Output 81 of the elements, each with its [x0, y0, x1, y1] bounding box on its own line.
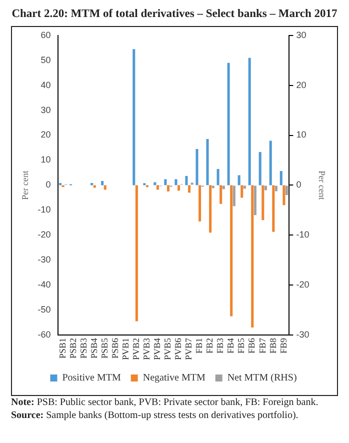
bar	[132, 49, 136, 186]
y2-tick-label: 0	[296, 180, 302, 190]
bar	[188, 185, 191, 193]
x-tick-label: FB2	[204, 338, 215, 354]
bar	[164, 179, 167, 186]
x-tick-label: FB7	[257, 338, 268, 354]
bar	[282, 185, 286, 206]
x-tick-label: PSB5	[99, 337, 110, 359]
bar	[156, 185, 159, 190]
bar	[177, 185, 180, 191]
bar	[272, 185, 275, 232]
y-tick-label: 30	[40, 104, 51, 115]
bar	[262, 185, 264, 220]
bar	[251, 185, 254, 328]
x-tick-label: PVB5	[162, 338, 173, 360]
y-tick-label: 50	[40, 54, 51, 65]
y-tick-label: 0	[46, 180, 51, 190]
y2-tick-label: 30	[296, 30, 306, 40]
x-tick-label: PSB4	[88, 337, 99, 359]
x-tick-label: FB4	[226, 338, 236, 354]
y-tick-label: 20	[40, 130, 51, 140]
bar	[196, 148, 198, 186]
x-tick-label: PVB6	[173, 338, 184, 360]
y-tick-label: -10	[38, 204, 51, 215]
bar	[258, 152, 262, 186]
x-tick-label: PSB6	[110, 337, 120, 359]
bar	[174, 179, 178, 186]
y-tick-label: -60	[38, 329, 51, 340]
y2-tick-label: -10	[296, 230, 310, 240]
bar	[154, 182, 156, 186]
bar	[185, 176, 188, 186]
x-tick-label: PSB1	[57, 338, 68, 359]
bar	[238, 175, 240, 186]
bar	[269, 140, 272, 186]
y2-tick-label: 10	[296, 130, 306, 140]
x-tick-label: PSB3	[78, 337, 88, 359]
legend-label: Negative MTM	[142, 372, 206, 384]
text: Note: PSB: Public sector bank, PVB: Private sector bank, FB: Foreign bank.	[11, 397, 318, 408]
source-note: Source: Sample banks (Bottom-up stress tests on derivatives portfolio).	[11, 410, 298, 421]
bar	[248, 58, 251, 186]
bar	[280, 170, 282, 186]
bar	[206, 139, 209, 186]
x-tick-label: PVB3	[142, 338, 152, 360]
x-tick-label: PSB2	[68, 338, 78, 359]
y-tick-label: 60	[40, 30, 51, 40]
x-tick-label: PVB1	[120, 338, 131, 360]
bar	[135, 185, 138, 322]
bar	[93, 185, 96, 188]
bar	[104, 185, 106, 190]
y-tick-label: 40	[40, 80, 51, 90]
bar	[220, 185, 222, 204]
y-axis-title: Per cent	[20, 170, 30, 200]
y-tick-label: -20	[38, 230, 51, 240]
x-tick-label: PVB2	[131, 338, 142, 360]
y2-tick-label: -30	[296, 329, 310, 340]
y-tick-label: -50	[38, 304, 51, 315]
y2-tick-label: -20	[296, 280, 310, 290]
x-tick-label: FB8	[268, 338, 278, 354]
y-tick-label: 10	[40, 154, 51, 165]
y-tick-label: -30	[38, 254, 51, 265]
x-tick-label: FB9	[278, 338, 288, 354]
legend-label: Net MTM (RHS)	[227, 372, 297, 384]
bar	[230, 185, 233, 316]
bar	[101, 180, 104, 186]
x-tick-label: FB1	[194, 338, 204, 354]
y2-tick-label: 20	[296, 80, 306, 90]
legend-label: Positive MTM	[62, 372, 121, 384]
y-tick-label: -40	[38, 280, 51, 290]
x-tick-label: FB6	[246, 338, 257, 354]
chart-title: Chart 2.20: MTM of total derivatives – Select banks – March 2017	[10, 8, 338, 20]
bar	[209, 185, 212, 233]
bar	[198, 185, 202, 222]
x-tick-label: FB3	[215, 338, 226, 354]
x-tick-label: PVB7	[184, 338, 194, 360]
x-tick-label: FB5	[236, 338, 246, 354]
x-tick-label: PVB4	[152, 338, 162, 360]
bar	[240, 185, 244, 198]
bar	[227, 62, 230, 186]
y2-axis-title: Per cent	[317, 170, 328, 200]
bar	[166, 185, 170, 192]
bar	[216, 168, 220, 186]
